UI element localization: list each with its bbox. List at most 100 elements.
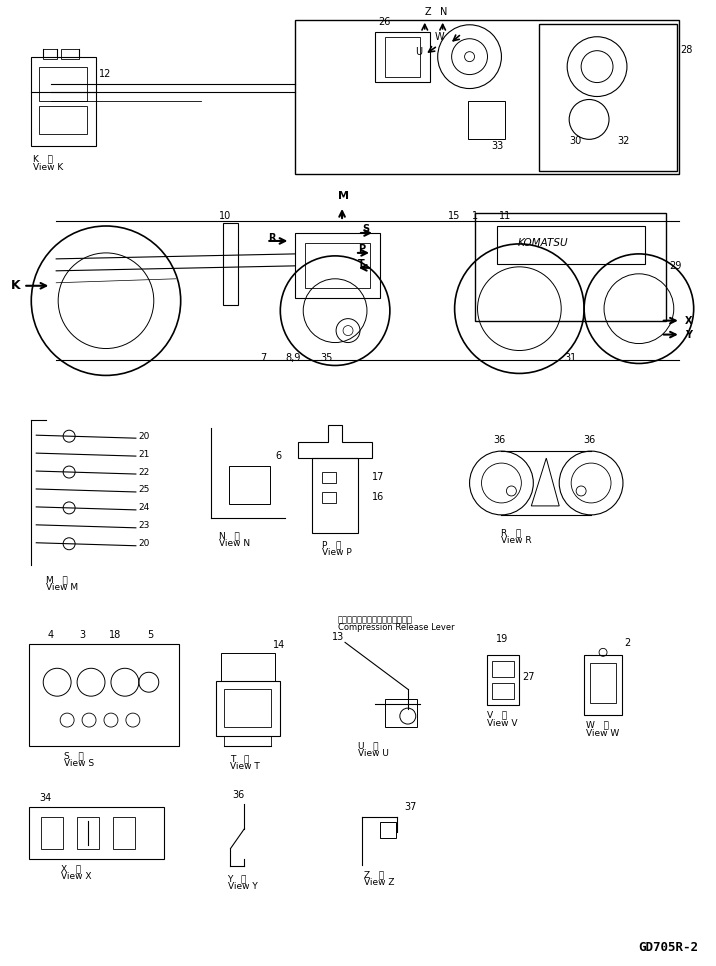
Text: 16: 16: [372, 492, 384, 502]
Bar: [322, 492, 336, 503]
Text: 2: 2: [624, 639, 630, 648]
Text: 36: 36: [233, 790, 245, 800]
Text: View N: View N: [218, 539, 250, 549]
Text: 18: 18: [109, 631, 121, 640]
Bar: [468, 101, 505, 139]
Text: P   視: P 視: [322, 540, 342, 550]
Text: M: M: [338, 191, 349, 201]
Bar: [39, 67, 87, 101]
Text: 29: 29: [669, 261, 681, 270]
Text: 23: 23: [139, 522, 150, 530]
Text: N: N: [440, 7, 447, 16]
Bar: [216, 681, 280, 736]
Text: 31: 31: [564, 354, 576, 363]
Text: View S: View S: [64, 759, 95, 768]
Text: Z   視: Z 視: [364, 870, 384, 879]
Text: P: P: [358, 243, 365, 254]
Bar: [305, 242, 370, 288]
Bar: [42, 816, 63, 848]
Bar: [539, 24, 677, 171]
Bar: [113, 816, 135, 848]
Bar: [221, 653, 276, 681]
Text: View M: View M: [47, 583, 78, 592]
Text: 37: 37: [404, 802, 416, 811]
Text: View P: View P: [322, 549, 352, 557]
Bar: [475, 213, 666, 321]
Text: K: K: [11, 279, 21, 293]
Bar: [375, 32, 430, 81]
Text: 26: 26: [378, 16, 390, 27]
Bar: [29, 807, 164, 859]
Bar: [228, 466, 271, 504]
Bar: [488, 655, 519, 705]
Text: 15: 15: [448, 211, 460, 221]
Text: 8,9: 8,9: [285, 354, 301, 363]
Bar: [43, 48, 57, 59]
Text: 1: 1: [472, 211, 478, 221]
Text: T   視: T 視: [231, 754, 250, 763]
Text: 20: 20: [139, 432, 150, 440]
Text: Y: Y: [684, 329, 692, 340]
Text: 6: 6: [276, 451, 281, 461]
Text: View V: View V: [488, 719, 518, 727]
Text: 5: 5: [147, 631, 153, 640]
Bar: [590, 664, 616, 703]
Text: KOMATSU: KOMATSU: [518, 238, 568, 248]
Text: W: W: [435, 32, 445, 42]
Text: 4: 4: [47, 631, 53, 640]
Text: N   視: N 視: [218, 531, 239, 540]
Text: 34: 34: [39, 793, 52, 803]
Text: 22: 22: [139, 468, 150, 476]
Text: 36: 36: [493, 435, 505, 445]
Text: 7: 7: [261, 354, 266, 363]
Text: 28: 28: [681, 44, 693, 55]
Text: View W: View W: [586, 728, 619, 737]
Text: 24: 24: [139, 503, 150, 512]
Text: View Y: View Y: [228, 882, 257, 891]
Bar: [380, 822, 396, 838]
Bar: [295, 20, 679, 174]
Bar: [498, 226, 645, 264]
Bar: [385, 37, 420, 76]
Text: View R: View R: [501, 536, 532, 545]
Text: View T: View T: [231, 762, 260, 772]
Text: 33: 33: [491, 141, 504, 152]
Text: 13: 13: [332, 633, 344, 642]
Text: GD705R-2: GD705R-2: [639, 941, 699, 954]
Text: 25: 25: [139, 486, 150, 495]
Text: X   視: X 視: [61, 864, 82, 873]
Text: コンプレッションリリースレバー: コンプレッションリリースレバー: [338, 615, 413, 624]
Text: R   視: R 視: [501, 528, 522, 537]
Bar: [312, 458, 358, 533]
Text: 36: 36: [583, 435, 596, 445]
Text: 10: 10: [218, 211, 231, 221]
Text: R: R: [268, 233, 276, 243]
Text: View U: View U: [358, 750, 389, 758]
Text: Compression Release Lever: Compression Release Lever: [338, 623, 455, 632]
Bar: [385, 699, 417, 727]
Bar: [295, 233, 380, 298]
Text: Y   視: Y 視: [228, 874, 247, 883]
Text: X: X: [684, 316, 692, 326]
Bar: [77, 816, 99, 848]
Text: S   視: S 視: [64, 752, 84, 760]
Bar: [223, 223, 238, 304]
Bar: [39, 106, 87, 134]
Text: 27: 27: [523, 672, 535, 682]
Text: S: S: [362, 224, 369, 234]
Bar: [61, 48, 79, 59]
Text: W   視: W 視: [586, 721, 609, 729]
Text: K   視: K 視: [33, 155, 53, 164]
Text: 30: 30: [569, 136, 581, 146]
Text: 12: 12: [99, 69, 112, 78]
Text: U   視: U 視: [358, 742, 379, 751]
Text: 3: 3: [79, 631, 85, 640]
Text: 11: 11: [500, 211, 512, 221]
Text: V   視: V 視: [488, 711, 508, 720]
Bar: [322, 472, 336, 483]
Text: 19: 19: [495, 635, 508, 644]
Bar: [29, 644, 179, 746]
Bar: [32, 57, 96, 146]
Bar: [493, 662, 514, 677]
Text: U: U: [415, 46, 422, 57]
